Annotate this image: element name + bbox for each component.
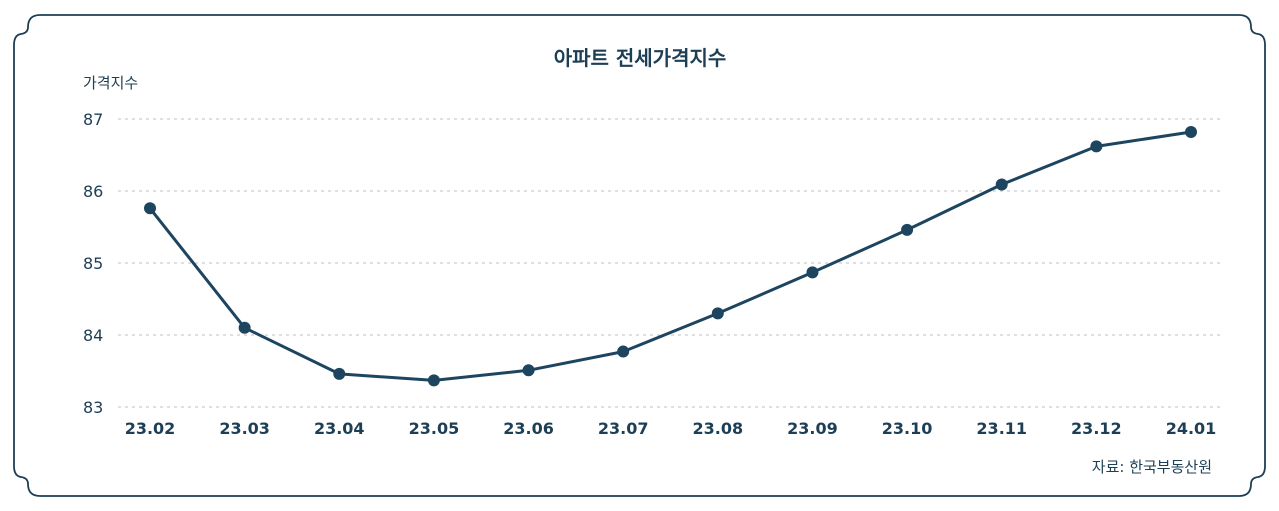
y-tick-label: 87 <box>83 110 103 129</box>
y-tick-label: 84 <box>83 326 103 345</box>
x-tick-label: 23.06 <box>503 419 554 438</box>
gridlines <box>118 118 1220 408</box>
x-axis-ticks: 23.02 23.03 23.04 23.05 23.06 23.07 23.08 23.09… <box>125 419 1217 438</box>
y-tick-label: 83 <box>83 398 103 417</box>
x-tick-label: 23.12 <box>1071 419 1122 438</box>
data-point <box>711 307 724 320</box>
y-axis-unit-label: 가격지수 <box>83 74 138 92</box>
data-point <box>1185 125 1197 138</box>
data-point <box>522 364 535 377</box>
data-point <box>806 266 819 279</box>
data-point <box>901 223 914 236</box>
x-tick-label: 23.09 <box>787 419 838 438</box>
chart-title: 아파트 전세가격지수 <box>554 46 727 70</box>
source-note: 자료: 한국부동산원 <box>1092 458 1212 476</box>
x-tick-label: 23.05 <box>409 419 460 438</box>
data-point <box>1090 140 1103 153</box>
x-tick-label: 23.07 <box>598 419 649 438</box>
data-point <box>617 345 630 358</box>
chart-frame <box>13 14 1266 497</box>
x-tick-label: 23.10 <box>882 419 933 438</box>
x-tick-label: 23.03 <box>219 419 270 438</box>
y-tick-label: 85 <box>83 254 103 273</box>
x-tick-label: 23.04 <box>314 419 365 438</box>
y-tick-label: 86 <box>83 182 103 201</box>
data-point <box>144 202 156 215</box>
data-point <box>238 321 251 334</box>
data-point <box>995 178 1008 191</box>
y-axis-ticks: 83 84 85 86 87 <box>83 110 103 417</box>
series-line <box>148 130 1192 382</box>
x-tick-label: 23.08 <box>693 419 744 438</box>
x-tick-label: 23.02 <box>125 419 176 438</box>
x-tick-label: 24.01 <box>1166 419 1217 438</box>
data-point <box>333 367 346 380</box>
x-tick-label: 23.11 <box>976 419 1027 438</box>
data-points <box>144 125 1197 387</box>
data-point <box>427 374 440 387</box>
